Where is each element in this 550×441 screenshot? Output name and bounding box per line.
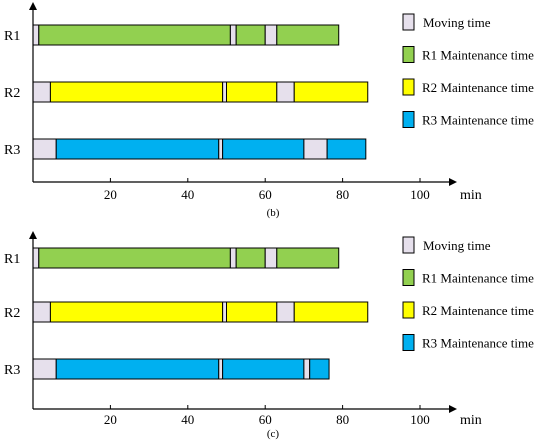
bar-r2-moving-5 bbox=[276, 81, 295, 103]
bar-r2-r2-4 bbox=[226, 81, 278, 103]
bar-r3-r3-2 bbox=[55, 358, 220, 380]
x-tick-label-100: 100 bbox=[410, 412, 430, 427]
panel-caption: (b) bbox=[267, 207, 280, 219]
legend-label-r1: R1 Maintenance time bbox=[422, 48, 534, 63]
row-label-r3: R3 bbox=[4, 143, 20, 158]
legend: Moving time R1 Maintenance time R2 Mainten… bbox=[402, 236, 534, 351]
gantt-row-r3 bbox=[32, 138, 367, 160]
bar-r1-moving-5 bbox=[264, 24, 278, 46]
legend-swatch-r1 bbox=[402, 46, 415, 63]
x-tick-label-80: 80 bbox=[336, 412, 349, 427]
legend-label-r2: R2 Maintenance time bbox=[422, 303, 534, 318]
bar-r3-r3-4 bbox=[222, 138, 305, 160]
bar-r2-moving-3 bbox=[222, 301, 228, 323]
gantt-panel-2: R1 R2 R3 20 40 60 80 100 min (c) Moving time R1 Mai… bbox=[4, 231, 534, 440]
panel-caption: (c) bbox=[267, 428, 280, 440]
bar-r1-r1-4 bbox=[235, 24, 266, 46]
legend-swatch-moving bbox=[402, 13, 415, 31]
bar-r1-r1-6 bbox=[276, 24, 340, 46]
legend-swatch-r2 bbox=[402, 78, 415, 96]
x-tick-label-40: 40 bbox=[181, 187, 194, 202]
x-tick-label-60: 60 bbox=[259, 412, 272, 427]
bar-r1-moving-3 bbox=[229, 247, 237, 269]
bar-r3-moving-5 bbox=[303, 358, 311, 380]
bar-r2-moving-5 bbox=[276, 301, 295, 323]
row-label-r1: R1 bbox=[4, 252, 20, 267]
bar-r2-moving-3 bbox=[222, 81, 228, 103]
bar-r2-r2-6 bbox=[293, 301, 369, 323]
bar-r2-r2-2 bbox=[49, 81, 224, 103]
legend-label-r3: R3 Maintenance time bbox=[422, 336, 534, 351]
bar-r1-moving-5 bbox=[264, 247, 278, 269]
gantt-row-r2 bbox=[32, 301, 369, 323]
x-tick-label-20: 20 bbox=[104, 412, 117, 427]
row-label-r2: R2 bbox=[4, 306, 20, 321]
bar-r3-moving-1 bbox=[32, 358, 57, 380]
bar-r3-r3-6 bbox=[309, 358, 330, 380]
gantt-row-r1 bbox=[32, 24, 340, 46]
bar-r1-r1-4 bbox=[235, 247, 266, 269]
bar-r3-moving-5 bbox=[303, 138, 328, 160]
bar-r1-r1-2 bbox=[38, 24, 231, 46]
x-tick-label-40: 40 bbox=[181, 412, 194, 427]
x-tick-label-20: 20 bbox=[104, 187, 117, 202]
bar-r3-r3-4 bbox=[222, 358, 305, 380]
bar-r2-moving-1 bbox=[32, 81, 51, 103]
bar-r1-moving-3 bbox=[229, 24, 237, 46]
row-label-r2: R2 bbox=[4, 86, 20, 101]
bar-r3-r3-6 bbox=[326, 138, 367, 160]
legend-label-moving: Moving time bbox=[423, 238, 491, 253]
legend: Moving time R1 Maintenance time R2 Mainten… bbox=[402, 13, 534, 128]
x-tick-label-100: 100 bbox=[410, 187, 430, 202]
x-tick-label-80: 80 bbox=[336, 187, 349, 202]
legend-label-r2: R2 Maintenance time bbox=[422, 80, 534, 95]
bar-r1-moving-1 bbox=[32, 24, 40, 46]
legend-label-moving: Moving time bbox=[423, 15, 491, 30]
bar-r2-r2-4 bbox=[226, 301, 278, 323]
bar-r3-moving-3 bbox=[218, 358, 224, 380]
gantt-panel-1: R1 R2 R3 20 40 60 80 100 min (b) Moving time R1 Mai… bbox=[4, 2, 534, 219]
legend-swatch-r1 bbox=[402, 269, 415, 286]
bar-r1-moving-1 bbox=[32, 247, 40, 269]
legend-swatch-r2 bbox=[402, 301, 415, 319]
legend-swatch-moving bbox=[402, 236, 415, 254]
bar-r3-moving-1 bbox=[32, 138, 57, 160]
x-axis-unit: min bbox=[460, 188, 482, 203]
legend-label-r3: R3 Maintenance time bbox=[422, 113, 534, 128]
bar-r3-r3-2 bbox=[55, 138, 220, 160]
x-tick-label-60: 60 bbox=[259, 187, 272, 202]
bar-r2-r2-6 bbox=[293, 81, 369, 103]
bar-r2-moving-1 bbox=[32, 301, 51, 323]
x-axis-unit: min bbox=[460, 413, 482, 428]
row-label-r1: R1 bbox=[4, 29, 20, 44]
gantt-row-r3 bbox=[32, 358, 330, 380]
gantt-row-r1 bbox=[32, 247, 340, 269]
legend-swatch-r3 bbox=[402, 334, 415, 351]
bar-r1-r1-2 bbox=[38, 247, 231, 269]
bar-r2-r2-2 bbox=[49, 301, 224, 323]
legend-swatch-r3 bbox=[402, 111, 415, 128]
gantt-row-r2 bbox=[32, 81, 369, 103]
legend-label-r1: R1 Maintenance time bbox=[422, 271, 534, 286]
bar-r1-r1-6 bbox=[276, 247, 340, 269]
bar-r3-moving-3 bbox=[218, 138, 224, 160]
row-label-r3: R3 bbox=[4, 363, 20, 378]
